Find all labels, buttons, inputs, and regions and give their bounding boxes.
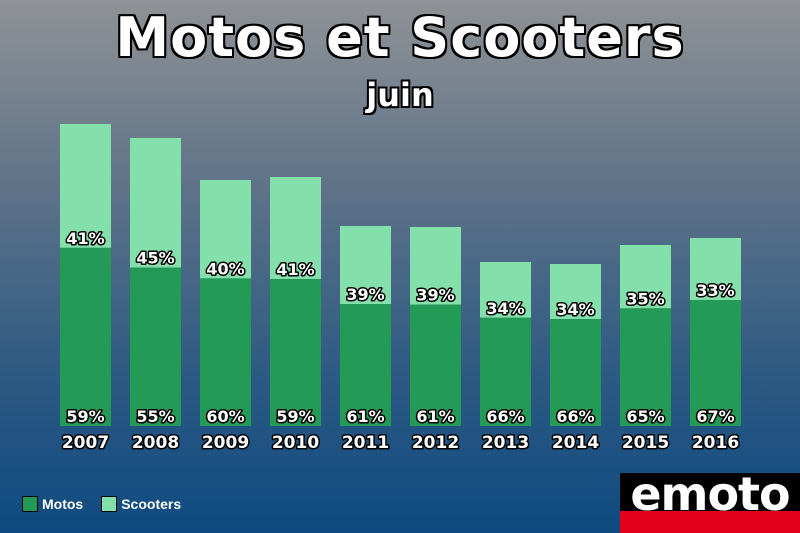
bar-scooters-2015 [620, 245, 671, 309]
legend: Motos Scooters [22, 496, 199, 512]
label-motos-2014: 66% [556, 407, 594, 426]
bar-scooters-2007 [60, 124, 111, 248]
logo-text: emoto [630, 473, 790, 521]
label-motos-2009: 60% [206, 407, 244, 426]
label-scooters-2009: 40% [206, 259, 244, 278]
legend-swatch-motos [22, 496, 38, 512]
x-tick-2007: 2007 [62, 433, 109, 453]
emoto-logo: emoto [620, 473, 800, 533]
bar-scooters-2012 [410, 227, 461, 305]
label-motos-2015: 65% [626, 407, 664, 426]
label-scooters-2011: 39% [346, 285, 384, 304]
x-tick-2015: 2015 [622, 433, 669, 453]
x-tick-2010: 2010 [272, 433, 319, 453]
label-scooters-2012: 39% [416, 286, 454, 305]
bar-motos-2008 [130, 267, 181, 426]
chart-subtitle: juin [366, 76, 434, 114]
x-tick-2016: 2016 [692, 433, 739, 453]
bar-scooters-2008 [130, 138, 181, 268]
bar-scooters-2009 [200, 180, 251, 279]
bar-scooters-2014 [550, 264, 601, 320]
label-motos-2010: 59% [276, 407, 314, 426]
label-motos-2011: 61% [346, 407, 384, 426]
legend-swatch-scooters [101, 496, 118, 512]
bar-motos-2013 [480, 317, 531, 426]
bar-motos-2012 [410, 304, 461, 426]
label-motos-2008: 55% [136, 407, 174, 426]
bar-motos-2009 [200, 278, 251, 426]
bar-motos-2007 [60, 247, 111, 426]
label-scooters-2010: 41% [276, 260, 314, 279]
label-scooters-2016: 33% [696, 281, 734, 300]
bar-scooters-2011 [340, 226, 391, 304]
chart-title: Motos et Scooters [115, 6, 685, 69]
x-tick-2014: 2014 [552, 433, 599, 453]
bar-motos-2010 [270, 279, 321, 426]
legend-item-scooters: Scooters [101, 496, 181, 512]
x-tick-2008: 2008 [132, 433, 179, 453]
bar-scooters-2016 [690, 238, 741, 301]
bar-motos-2011 [340, 304, 391, 426]
bar-scooters-2010 [270, 177, 321, 280]
label-motos-2016: 67% [696, 407, 734, 426]
label-motos-2012: 61% [416, 407, 454, 426]
x-tick-2009: 2009 [202, 433, 249, 453]
label-scooters-2015: 35% [626, 289, 664, 308]
bar-motos-2016 [690, 300, 741, 426]
label-scooters-2013: 34% [486, 299, 524, 318]
label-scooters-2007: 41% [66, 229, 104, 248]
x-tick-2013: 2013 [482, 433, 529, 453]
label-scooters-2008: 45% [136, 249, 174, 268]
bar-motos-2014 [550, 319, 601, 426]
legend-label-scooters: Scooters [121, 496, 182, 512]
legend-item-motos: Motos [22, 496, 83, 512]
label-motos-2013: 66% [486, 407, 524, 426]
bar-scooters-2013 [480, 262, 531, 318]
label-motos-2007: 59% [66, 407, 104, 426]
logo-red-band [620, 511, 800, 533]
legend-label-motos: Motos [42, 496, 84, 512]
bar-motos-2015 [620, 308, 671, 426]
x-tick-2011: 2011 [342, 433, 389, 453]
x-tick-2012: 2012 [412, 433, 459, 453]
label-scooters-2014: 34% [556, 300, 594, 319]
